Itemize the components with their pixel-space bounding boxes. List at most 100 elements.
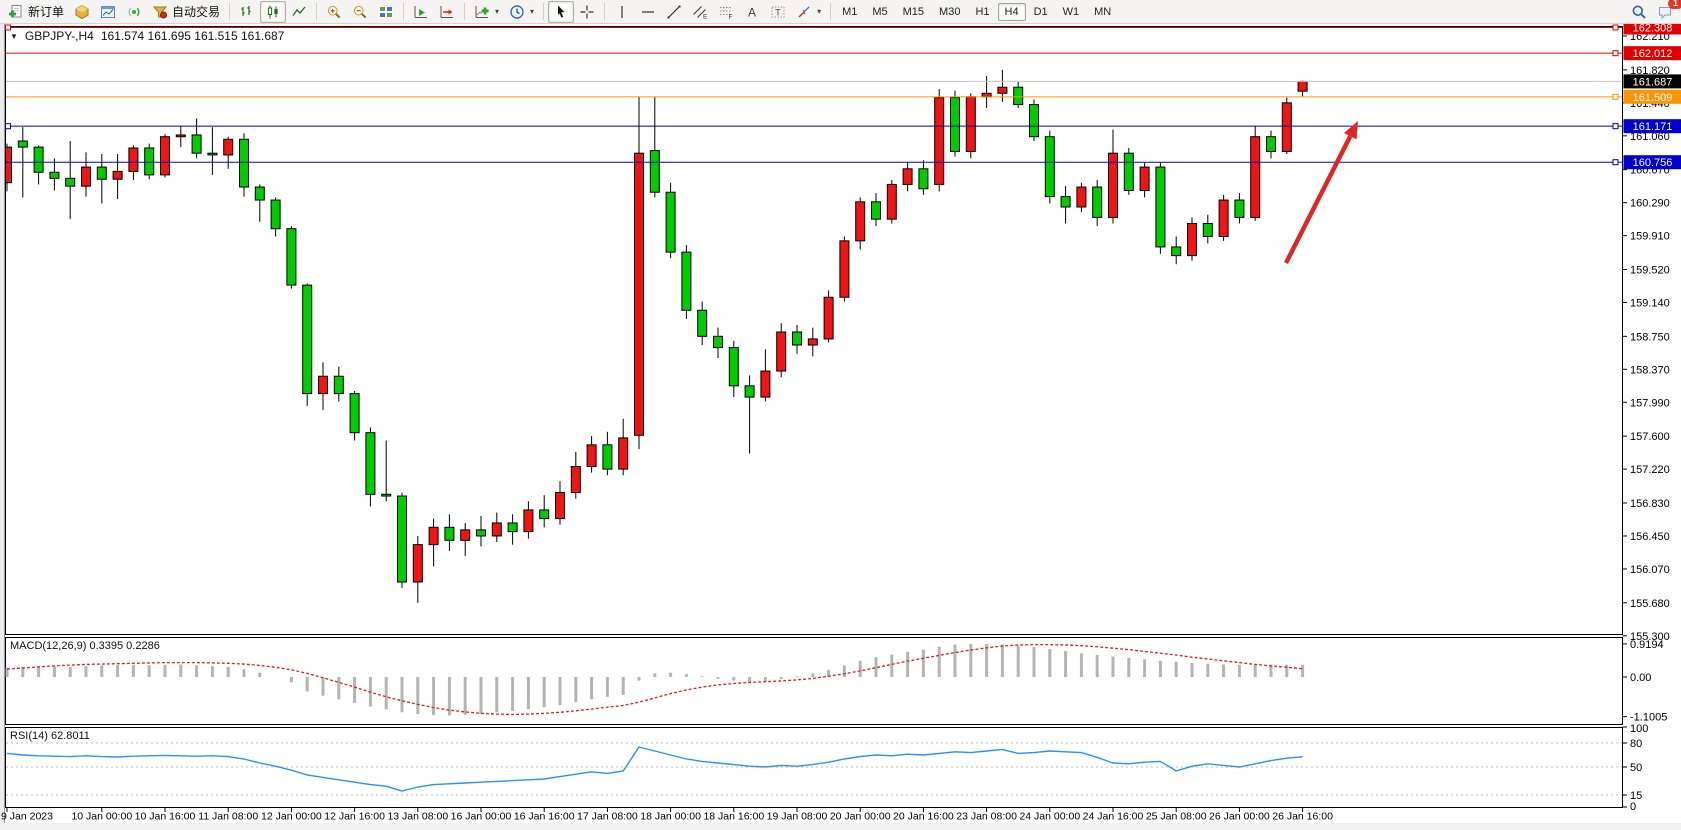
equidistant-channel-tool-button[interactable]: E xyxy=(687,1,713,23)
indicators-button[interactable]: ▾ xyxy=(469,1,504,23)
rsi-panel[interactable] xyxy=(5,727,1623,808)
toolbar: 新订单 自动交易 xyxy=(0,0,1681,24)
search-button[interactable] xyxy=(1626,1,1652,23)
candle xyxy=(1202,214,1213,244)
svg-text:156.830: 156.830 xyxy=(1630,498,1670,510)
candle xyxy=(1187,217,1197,261)
timeframe-button-M1[interactable]: M1 xyxy=(842,5,858,18)
chart-shift-button[interactable] xyxy=(434,1,460,23)
candle xyxy=(713,327,723,359)
text-label-tool-button[interactable]: T xyxy=(765,1,791,23)
arrows-tool-button[interactable]: ▾ xyxy=(791,1,826,23)
fibonacci-icon: F xyxy=(720,6,733,20)
candle xyxy=(1076,182,1087,213)
svg-text:159.520: 159.520 xyxy=(1630,264,1670,276)
timeframe-button-M15[interactable]: M15 xyxy=(902,5,925,18)
text-tool-button[interactable]: A xyxy=(739,1,765,23)
candle xyxy=(476,516,486,547)
signal-icon xyxy=(128,7,140,16)
candle xyxy=(618,418,629,476)
candlestick-mode-button[interactable] xyxy=(260,0,287,23)
svg-text:160.756: 160.756 xyxy=(1633,157,1673,169)
rsi-layer: 100 80 50 150 xyxy=(6,723,1648,813)
candle xyxy=(886,180,897,224)
candle xyxy=(81,152,91,197)
timeframe-button-M5[interactable]: M5 xyxy=(872,5,888,18)
line-anchor[interactable] xyxy=(1612,159,1619,166)
line-chart-mode-button[interactable] xyxy=(286,1,312,23)
tile-windows-button[interactable] xyxy=(373,1,399,23)
candle xyxy=(302,283,313,406)
candle xyxy=(1013,82,1024,109)
candle xyxy=(1060,186,1071,224)
auto-trading-button[interactable]: 自动交易 xyxy=(147,1,225,23)
timeframe-button-H1[interactable]: H1 xyxy=(975,5,990,18)
candle xyxy=(1250,126,1261,221)
cursor-tool-button[interactable] xyxy=(548,0,575,23)
line-anchor[interactable] xyxy=(1612,123,1619,130)
candle xyxy=(1123,147,1134,195)
crosshair-tool-button[interactable] xyxy=(574,1,600,23)
signals-button[interactable] xyxy=(121,1,147,23)
candle xyxy=(697,301,708,346)
text-icon: A xyxy=(748,5,756,19)
svg-text:158.750: 158.750 xyxy=(1630,331,1670,343)
timeframe-button-M30[interactable]: M30 xyxy=(939,5,961,18)
candle xyxy=(665,182,676,259)
line-anchor[interactable] xyxy=(1612,24,1619,31)
svg-text:162.012: 162.012 xyxy=(1633,48,1673,60)
periods-button[interactable]: ▾ xyxy=(504,1,539,23)
candle xyxy=(491,512,502,543)
candle xyxy=(1171,236,1182,265)
line-anchor[interactable] xyxy=(5,123,11,130)
timeframe-button-W1[interactable]: W1 xyxy=(1062,5,1080,18)
macd-panel[interactable] xyxy=(5,637,1623,725)
separator xyxy=(229,3,231,20)
candle xyxy=(649,96,660,198)
timeframe-button-MN[interactable]: MN xyxy=(1094,5,1112,18)
trendline-tool-button[interactable] xyxy=(661,1,687,23)
candle xyxy=(428,518,439,567)
candle xyxy=(1029,99,1039,142)
zoom-out-button[interactable] xyxy=(347,1,373,23)
line-anchor[interactable] xyxy=(1612,50,1619,57)
candle xyxy=(634,96,644,450)
new-order-label: 新订单 xyxy=(28,5,65,19)
zoom-in-button[interactable] xyxy=(321,1,347,23)
timeframe-button-H4[interactable]: H4 xyxy=(997,2,1026,21)
fibonacci-tool-button[interactable]: F xyxy=(713,1,739,23)
horizontal-line-tool-button[interactable] xyxy=(635,1,661,23)
search-icon xyxy=(1632,5,1646,19)
timeframe-button-D1[interactable]: D1 xyxy=(1033,5,1048,18)
line-anchor[interactable] xyxy=(1612,93,1619,100)
candle xyxy=(128,145,139,181)
svg-text:159.910: 159.910 xyxy=(1630,231,1670,243)
separator xyxy=(316,3,318,20)
line-anchor[interactable] xyxy=(5,24,11,31)
new-order-button[interactable]: 新订单 xyxy=(3,1,69,23)
trend-arrow-annotation[interactable] xyxy=(1283,121,1358,265)
auto-scroll-button[interactable] xyxy=(408,1,434,23)
new-chart-button[interactable] xyxy=(95,1,121,23)
svg-text:155.680: 155.680 xyxy=(1630,598,1670,610)
vertical-line-tool-button[interactable] xyxy=(609,1,635,23)
svg-text:24 Jan 16:00: 24 Jan 16:00 xyxy=(1083,811,1144,823)
notification-badge: 1 xyxy=(1668,0,1681,9)
macd-layer: 0.9194 0.00 -1.1005 xyxy=(5,639,1667,724)
candle xyxy=(207,127,218,175)
candle xyxy=(254,184,265,222)
chevron-down-icon: ▾ xyxy=(817,7,822,16)
svg-text:157.990: 157.990 xyxy=(1630,397,1670,409)
text-label-icon: T xyxy=(771,6,785,17)
collapse-ohlc-icon[interactable]: ▼ xyxy=(10,31,18,41)
candle xyxy=(381,440,392,502)
svg-text:16 Jan 16:00: 16 Jan 16:00 xyxy=(514,811,575,823)
svg-text:159.140: 159.140 xyxy=(1630,297,1670,309)
notifications-button[interactable]: 1 xyxy=(1652,0,1681,23)
svg-text:24 Jan 00:00: 24 Jan 00:00 xyxy=(1019,811,1080,823)
bar-chart-mode-button[interactable] xyxy=(234,1,260,23)
market-depth-button[interactable] xyxy=(69,1,95,23)
main-panel[interactable] xyxy=(5,26,1623,635)
